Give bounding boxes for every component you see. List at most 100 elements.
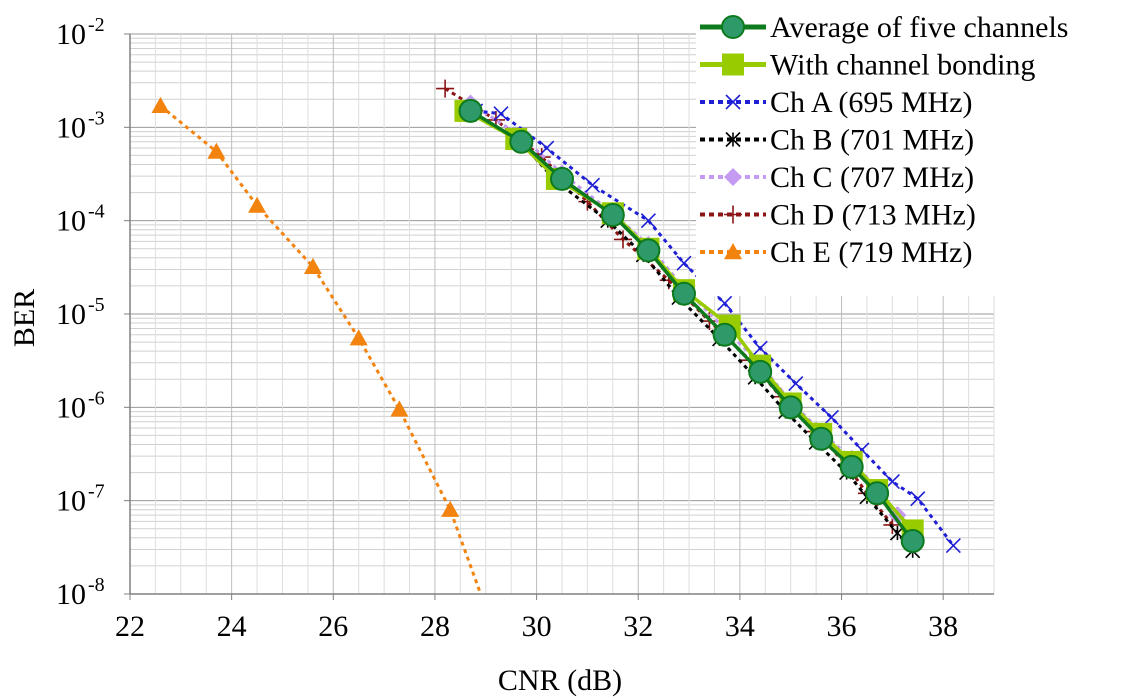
point-circle <box>636 238 661 263</box>
data-point <box>303 257 322 275</box>
point-x <box>717 295 733 311</box>
x-tick-label: 28 <box>420 610 450 643</box>
data-point <box>636 238 661 263</box>
point-diamond <box>724 168 742 186</box>
data-point <box>725 94 741 110</box>
point-x <box>725 94 741 110</box>
data-point <box>207 142 226 159</box>
data-point <box>671 281 696 306</box>
point-circle <box>721 15 745 39</box>
point-circle <box>900 528 925 553</box>
point-circle <box>778 395 803 420</box>
tick-labels: 22 24 26 28 30 32 34 36 3810-810-710-610-510-410… <box>56 14 958 643</box>
data-point <box>676 255 692 271</box>
series-ch-e-719-mhz <box>151 96 483 595</box>
y-axis-title: BER <box>8 289 41 347</box>
point-x <box>752 340 768 356</box>
point-circle <box>748 359 773 384</box>
data-point <box>910 491 926 507</box>
point-square <box>722 53 744 76</box>
data-point <box>390 400 409 417</box>
legend-label: Ch E (719 MHz) <box>770 236 972 269</box>
x-axis-title: CNR (dB) <box>498 664 622 697</box>
point-triangle <box>207 142 226 159</box>
legend-item: Ch C (707 MHz) <box>700 161 974 194</box>
point-triangle <box>248 196 267 213</box>
data-point <box>509 129 534 154</box>
y-tick-exponent: -5 <box>88 294 105 316</box>
data-point <box>539 140 555 156</box>
point-x <box>640 213 656 229</box>
point-x <box>945 538 961 554</box>
point-circle <box>712 322 737 347</box>
data-point <box>717 295 733 311</box>
data-point <box>613 230 632 249</box>
point-circle <box>839 454 864 479</box>
point-circle <box>550 166 574 191</box>
legend-label: Ch B (701 MHz) <box>770 124 974 157</box>
point-x <box>910 491 926 507</box>
data-point <box>151 96 170 114</box>
x-tick-label: 32 <box>623 610 653 643</box>
x-tick-label: 26 <box>318 610 348 643</box>
legend-label: Ch A (695 MHz) <box>770 86 973 119</box>
legend: Average of five channels With channel bon… <box>696 2 1116 296</box>
data-point <box>945 538 961 554</box>
y-tick-exponent: -3 <box>88 107 105 129</box>
point-triangle <box>349 329 368 346</box>
legend-item: Ch A (695 MHz) <box>700 86 973 119</box>
point-triangle <box>303 257 322 275</box>
legend-label: Ch D (713 MHz) <box>770 199 976 232</box>
point-x <box>493 106 509 122</box>
y-tick-exponent: -7 <box>88 481 105 503</box>
point-triangle <box>724 243 742 260</box>
x-tick-label: 34 <box>725 610 755 643</box>
data-point <box>441 500 460 517</box>
data-point <box>748 359 773 384</box>
legend-label: With channel bonding <box>770 49 1035 82</box>
data-point <box>752 340 768 356</box>
x-tick-label: 24 <box>217 610 247 643</box>
y-tick-label: 10 <box>56 485 86 518</box>
data-point <box>584 177 601 193</box>
legend-item: Ch B (701 MHz) <box>700 124 974 157</box>
data-point <box>839 454 864 479</box>
legend-background <box>696 2 1116 296</box>
point-circle <box>600 203 625 228</box>
point-x <box>788 375 804 392</box>
y-tick-exponent: -8 <box>88 574 105 596</box>
legend-item: Ch E (719 MHz) <box>700 236 972 269</box>
data-point <box>900 528 925 553</box>
data-point <box>436 79 455 98</box>
point-x <box>584 177 601 193</box>
data-point <box>725 131 741 148</box>
point-circle <box>509 129 534 154</box>
x-tick-label: 30 <box>522 610 552 643</box>
series-average-of-five-channels <box>458 98 925 553</box>
point-x <box>539 140 555 156</box>
point-triangle <box>441 500 460 517</box>
data-point <box>493 106 509 122</box>
point-x <box>676 255 692 271</box>
point-x <box>823 409 839 425</box>
y-tick-exponent: -4 <box>88 201 105 223</box>
y-tick-label: 10 <box>56 111 86 144</box>
series-layer <box>151 79 961 595</box>
y-tick-label: 10 <box>56 391 86 424</box>
data-point <box>724 205 742 224</box>
data-point <box>788 375 804 392</box>
point-circle <box>865 481 890 506</box>
legend-item: Ch D (713 MHz) <box>700 199 976 232</box>
legend-label: Average of five channels <box>770 11 1068 44</box>
legend-label: Ch C (707 MHz) <box>770 161 974 194</box>
data-point <box>640 213 656 229</box>
data-point <box>778 395 803 420</box>
legend-item: With channel bonding <box>700 49 1035 82</box>
point-circle <box>671 281 696 306</box>
y-tick-label: 10 <box>56 298 86 331</box>
data-point <box>721 15 745 39</box>
point-circle <box>458 98 483 123</box>
data-point <box>550 166 574 191</box>
data-point <box>600 203 625 228</box>
